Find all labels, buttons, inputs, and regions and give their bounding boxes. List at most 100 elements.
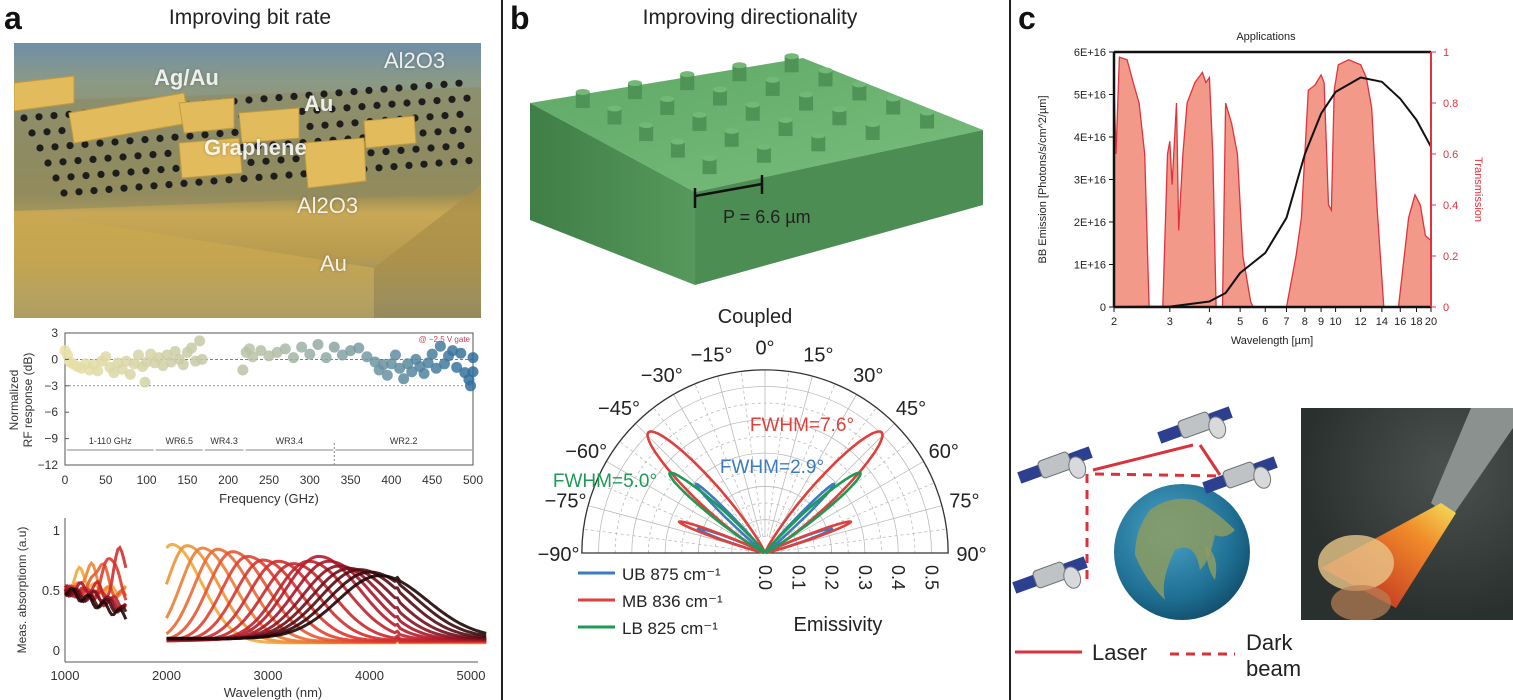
pillar xyxy=(765,79,780,96)
carbon-atom xyxy=(270,172,278,180)
rf-data-point xyxy=(247,351,259,363)
carbon-atom xyxy=(373,101,381,109)
rf-y-tick-label: 3 xyxy=(51,326,58,340)
abs-mir-series xyxy=(166,550,487,644)
polar-angle-label: 0° xyxy=(755,338,774,360)
pillar-top xyxy=(865,120,880,127)
pillar xyxy=(670,141,685,158)
polar-angle-label: −90° xyxy=(538,544,580,566)
pillar xyxy=(756,146,771,163)
pillar xyxy=(724,130,739,147)
abs-x-tick-label: 2000 xyxy=(152,668,181,683)
carbon-atom xyxy=(120,184,128,192)
rf-x-tick-label: 100 xyxy=(137,473,157,487)
carbon-atom xyxy=(427,144,435,152)
bb-title: Applications xyxy=(1236,31,1296,43)
rf-data-point xyxy=(389,349,401,361)
pillar xyxy=(784,56,799,73)
carbon-atom xyxy=(97,170,105,178)
carbon-atom xyxy=(165,181,173,189)
pillar xyxy=(852,84,867,101)
carbon-atom xyxy=(449,127,457,135)
satellite-dish xyxy=(1068,456,1087,479)
rf-data-point xyxy=(185,342,197,354)
carbon-atom xyxy=(126,137,134,145)
carbon-atom xyxy=(195,178,203,186)
satellites xyxy=(1012,406,1278,594)
rf-data-point xyxy=(328,341,340,353)
rf-annotation: @ −2.5 V gate xyxy=(419,335,471,344)
pillar xyxy=(702,158,717,175)
carbon-atom xyxy=(260,95,268,103)
rf-data-point xyxy=(304,348,316,360)
pillar-top xyxy=(702,155,717,162)
polar-series-lb xyxy=(668,471,862,555)
polar-grid-spoke xyxy=(779,461,924,546)
rf-data-point xyxy=(194,335,206,347)
fiber-bundle-graphic xyxy=(1318,408,1513,620)
block-top-face xyxy=(530,58,983,192)
abs-mir-series xyxy=(165,547,487,644)
rf-response-chart: 30−3−6−9−120 50 100 150 200 250 300 350 400 450 50… xyxy=(7,326,483,506)
rf-data-point xyxy=(377,359,389,371)
bb-x-tick-label: 16 xyxy=(1394,316,1406,328)
pillar-top xyxy=(852,81,867,88)
pillar-top xyxy=(811,132,826,139)
carbon-atom xyxy=(442,143,450,151)
polar-fwhm-annotation: FWHM=7.6° xyxy=(750,415,854,436)
bb-y2-tick-label: 0.6 xyxy=(1443,149,1458,161)
polar-angle-label: 15° xyxy=(803,345,833,367)
carbon-atom xyxy=(74,157,82,165)
bb-x-tick-label: 8 xyxy=(1302,316,1308,328)
carbon-atom xyxy=(112,169,120,177)
pillar xyxy=(680,74,695,91)
carbon-atom xyxy=(180,179,188,187)
label-al2o3-mid: Al2O3 xyxy=(297,193,359,218)
rf-band-label: WR4.3 xyxy=(210,436,238,446)
polar-grid-spoke xyxy=(771,383,836,538)
rf-y-tick-label: −3 xyxy=(44,379,58,393)
carbon-atom xyxy=(358,103,366,111)
rf-data-point xyxy=(336,349,348,361)
bb-y-tick-label: 4E+16 xyxy=(1074,132,1106,144)
carbon-atom xyxy=(51,143,59,151)
carbon-atom xyxy=(52,174,60,182)
carbon-atom xyxy=(66,142,74,150)
carbon-atom xyxy=(150,182,158,190)
abs-y-tick-label: 0.5 xyxy=(42,583,60,598)
satellite-body xyxy=(1032,561,1068,589)
carbon-atom xyxy=(412,145,420,153)
carbon-atom xyxy=(425,82,433,90)
pillar xyxy=(886,98,901,115)
rf-data-point xyxy=(196,353,208,365)
pillar-top xyxy=(920,109,935,116)
carbon-atom xyxy=(50,112,58,120)
carbon-atom xyxy=(119,153,127,161)
bb-x-tick-label: 6 xyxy=(1262,316,1268,328)
bb-y2-tick-label: 1 xyxy=(1443,47,1449,59)
pillar-top xyxy=(680,71,695,78)
carbon-atom xyxy=(405,161,413,169)
bb-y2-tick-label: 0.2 xyxy=(1443,251,1458,263)
rf-data-point xyxy=(279,343,291,355)
pillar xyxy=(627,83,642,100)
carbon-atom xyxy=(60,189,68,197)
carbon-atom xyxy=(262,157,270,165)
bb-y-tick-label: 0 xyxy=(1100,302,1106,314)
pillar-top xyxy=(832,106,847,113)
carbon-atom xyxy=(410,83,418,91)
carbon-atom xyxy=(448,95,456,103)
carbon-atom xyxy=(455,79,463,87)
carbon-atom xyxy=(105,185,113,193)
solar-panel xyxy=(1157,424,1183,444)
satellite-body xyxy=(1222,461,1258,489)
electrodes xyxy=(14,75,417,189)
pillar-top xyxy=(756,143,771,150)
satellite-dish xyxy=(1063,566,1082,589)
carbon-atom xyxy=(104,154,112,162)
rf-y-axis-label-line: RF response (dB) xyxy=(21,353,35,448)
carbon-atom xyxy=(96,139,104,147)
solar-panel xyxy=(1017,464,1043,484)
bb-x-tick-label: 4 xyxy=(1206,316,1212,328)
pillar-top xyxy=(784,53,799,60)
